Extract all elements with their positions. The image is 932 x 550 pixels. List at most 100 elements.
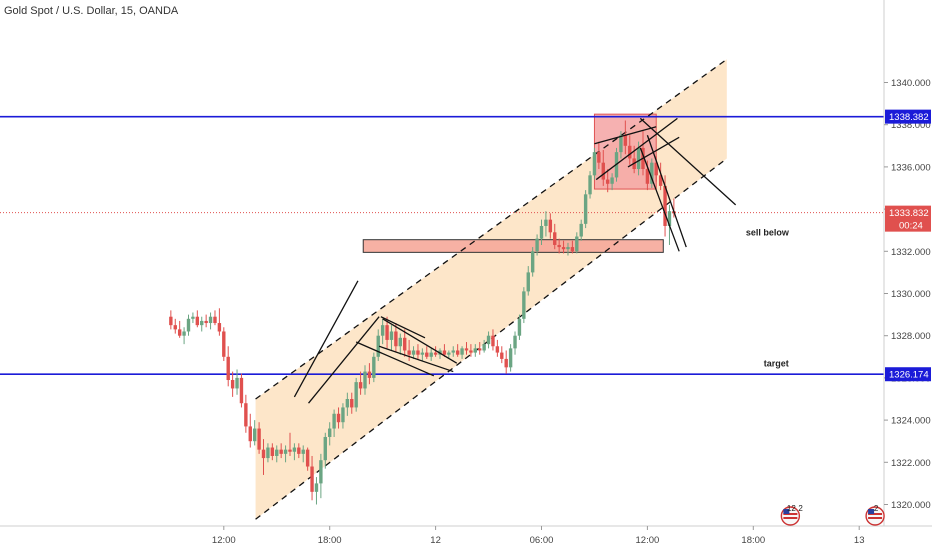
- candle-body: [411, 350, 416, 355]
- candle-body: [522, 291, 526, 319]
- candle-body: [508, 348, 513, 368]
- candle-body: [266, 447, 270, 459]
- event-flag-stripe: [783, 517, 798, 519]
- pattern-trendline: [378, 345, 454, 373]
- annotation-label: sell below: [746, 227, 790, 237]
- event-badge-count: 12: [787, 504, 796, 513]
- candle-body: [464, 348, 469, 351]
- candle-body: [328, 428, 332, 437]
- candle-body: [239, 377, 244, 404]
- candle-body: [530, 251, 535, 273]
- candle-body: [650, 162, 654, 184]
- candle-body: [597, 152, 601, 163]
- candle-body: [539, 225, 544, 239]
- candle-body: [389, 331, 394, 340]
- price-tick-label: 1340.000: [891, 78, 931, 89]
- price-tick-label: 1332.000: [891, 247, 931, 258]
- candle-body: [279, 449, 283, 454]
- candle-body: [548, 219, 553, 233]
- event-flag-canton: [783, 509, 790, 514]
- candle-body: [186, 318, 191, 332]
- candle-body: [645, 169, 650, 184]
- candle-body: [561, 247, 566, 250]
- candle-body: [403, 337, 407, 351]
- candle-body: [217, 323, 222, 332]
- time-tick-label: 18:00: [318, 535, 342, 546]
- candle-body: [667, 211, 672, 226]
- event-badge-sub: 2: [798, 504, 803, 513]
- candle-body: [570, 247, 575, 252]
- candle-body: [433, 352, 438, 355]
- candle-body: [182, 331, 186, 336]
- candle-body: [579, 223, 583, 237]
- candle-body: [526, 272, 530, 292]
- candle-body: [513, 335, 517, 349]
- candle-body: [275, 449, 279, 456]
- time-tick-label: 06:00: [530, 535, 554, 546]
- last-price-tag: [885, 205, 931, 232]
- candle-body: [314, 483, 319, 492]
- candle-body: [451, 350, 455, 353]
- candle-body: [257, 428, 261, 450]
- candle-body: [270, 447, 275, 456]
- pattern-trendline: [380, 316, 426, 339]
- candle-body: [292, 447, 297, 452]
- time-tick-label: 12:00: [212, 535, 236, 546]
- level-axis-label: 1338.382: [889, 112, 929, 123]
- candle-body: [425, 352, 429, 357]
- price-tick-label: 1338.000: [891, 120, 931, 131]
- candle-body: [336, 413, 341, 423]
- candle-body: [398, 337, 402, 347]
- candle-body: [429, 352, 433, 357]
- candle-body: [213, 316, 217, 324]
- price-tick-label: 1320.000: [891, 500, 931, 511]
- event-flag-stripe: [868, 517, 883, 519]
- candle-body: [226, 356, 230, 381]
- candle-body: [610, 177, 614, 184]
- candle-body: [416, 350, 420, 355]
- pattern-trendline: [594, 126, 657, 145]
- price-tick-label: 1322.000: [891, 458, 931, 469]
- pattern-trendline: [308, 316, 380, 404]
- candle-body: [478, 348, 482, 351]
- candle-body: [663, 185, 667, 226]
- candle-body: [235, 377, 239, 389]
- chart-title: Gold Spot / U.S. Dollar, 15, OANDA: [4, 5, 179, 17]
- candle-body: [517, 318, 522, 336]
- candle-body: [358, 382, 363, 389]
- candle-body: [654, 162, 658, 176]
- candle-body: [504, 358, 508, 368]
- candle-body: [305, 449, 310, 467]
- candle-body: [248, 426, 252, 442]
- candle-body: [442, 350, 447, 355]
- time-tick-label: 12:00: [636, 535, 660, 546]
- candle-body: [394, 331, 398, 347]
- candle-body: [491, 335, 495, 347]
- candle-body: [372, 356, 376, 378]
- candle-body: [460, 348, 464, 355]
- candle-body: [535, 238, 539, 252]
- candle-body: [407, 350, 411, 355]
- pattern-trendline: [382, 318, 458, 364]
- candle-body: [473, 348, 478, 353]
- candle-body: [469, 350, 473, 353]
- candle-body: [544, 219, 548, 226]
- level-axis-label: 1326.174: [889, 370, 929, 381]
- candle-body: [380, 325, 385, 336]
- candle-body: [301, 449, 305, 454]
- candle-body: [376, 335, 380, 357]
- candle-body: [553, 232, 557, 245]
- price-tick-label: 1330.000: [891, 289, 931, 300]
- time-tick-label: 12: [430, 535, 441, 546]
- event-flag-stripe: [783, 513, 798, 515]
- sell-below-zone: [362, 239, 664, 253]
- candle-body: [252, 428, 257, 442]
- candle-body: [628, 145, 632, 159]
- time-tick-label: 18:00: [741, 535, 765, 546]
- price-tick-label: 1336.000: [891, 162, 931, 173]
- time-axis-bg: [0, 526, 932, 550]
- candle-body: [619, 135, 623, 153]
- price-axis-bg: [884, 0, 932, 550]
- candle-body: [345, 399, 350, 408]
